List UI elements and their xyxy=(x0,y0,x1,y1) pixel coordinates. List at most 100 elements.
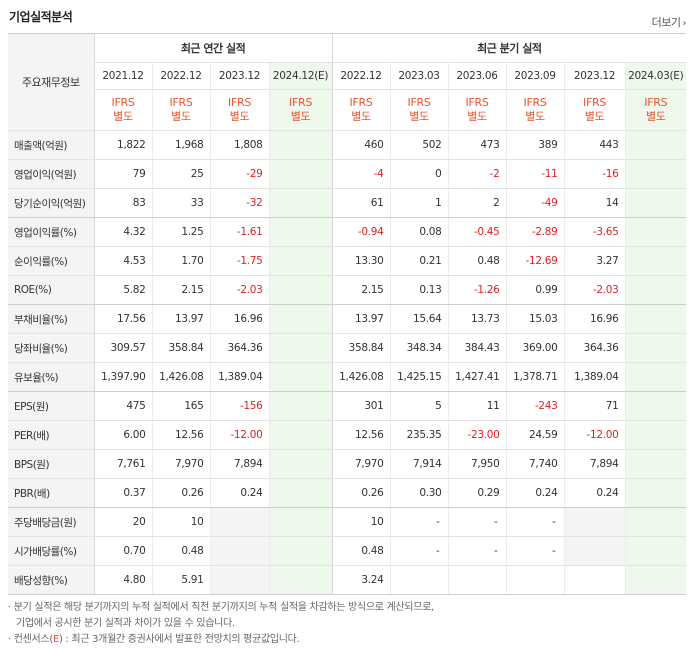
table-cell: 0.48 xyxy=(151,536,210,566)
row-label: 배당성향(%) xyxy=(8,565,94,595)
ifrs-line2: 별도 xyxy=(409,110,429,123)
footnotes: · 분기 실적은 해당 분기까지의 누적 실적에서 직전 분기까지의 누적 실적… xyxy=(8,600,688,648)
table-cell: 358.84 xyxy=(151,333,210,363)
period-header: 2024.12(E) xyxy=(268,62,333,90)
table-cell: 5 xyxy=(389,391,449,421)
table-row: 당기순이익(억원) 83 33 -32 61 1 2 -49 14 xyxy=(8,188,687,218)
table-cell: 13.97 xyxy=(151,304,210,334)
table-cell: 33 xyxy=(151,188,210,218)
ifrs-line1: IFRS xyxy=(465,96,489,109)
table-cell: 16.96 xyxy=(563,304,626,334)
table-cell xyxy=(624,507,687,537)
period-header: 2024.03(E) xyxy=(624,62,687,90)
table-cell: -29 xyxy=(209,159,269,189)
table-row: 당좌비율(%) 309.57 358.84 364.36 358.84 348.34 384… xyxy=(8,333,687,363)
table-cell: -4 xyxy=(331,159,391,189)
table-cell xyxy=(505,565,565,595)
table-cell: 2 xyxy=(447,188,507,218)
row-label: PER(배) xyxy=(8,420,94,450)
table-cell: 0.24 xyxy=(209,478,269,508)
table-cell: 1,968 xyxy=(151,130,210,160)
table-cell: 13.97 xyxy=(331,304,391,334)
table-cell: 4.53 xyxy=(93,246,152,276)
table-cell: -12.00 xyxy=(209,420,269,450)
table-cell: 10 xyxy=(331,507,391,537)
table-cell: 79 xyxy=(93,159,152,189)
ifrs-label: IFRS 별도 xyxy=(268,89,333,131)
table-row: 부채비율(%) 17.56 13.97 16.96 13.97 15.64 13.73 15.… xyxy=(8,304,687,334)
table-cell: 301 xyxy=(331,391,391,421)
table-cell xyxy=(624,275,687,305)
table-cell: 0.26 xyxy=(331,478,391,508)
table-cell: 0.37 xyxy=(93,478,152,508)
table-cell xyxy=(268,188,333,218)
row-label: 영업이익(억원) xyxy=(8,159,94,189)
ifrs-label: IFRS 별도 xyxy=(331,89,391,131)
table-cell: -1.75 xyxy=(209,246,269,276)
table-cell: 1,397.90 xyxy=(93,362,152,392)
ifrs-label: IFRS 별도 xyxy=(447,89,507,131)
more-label[interactable]: 더보기 xyxy=(651,16,681,29)
table-cell: -0.45 xyxy=(447,217,507,247)
table-cell: 0.21 xyxy=(389,246,449,276)
row-label: 시가배당률(%) xyxy=(8,536,94,566)
table-cell xyxy=(563,536,626,566)
footnote-1: · 분기 실적은 해당 분기까지의 누적 실적에서 직전 분기까지의 누적 실적… xyxy=(8,602,434,613)
period-header: 2022.12 xyxy=(331,62,391,90)
ifrs-label: IFRS 별도 xyxy=(505,89,565,131)
ifrs-line1: IFRS xyxy=(644,96,668,109)
table-cell: 83 xyxy=(93,188,152,218)
table-cell xyxy=(268,130,333,160)
table-row: ROE(%) 5.82 2.15 -2.03 2.15 0.13 -1.26 0.99 -2.0… xyxy=(8,275,687,305)
table-row: 배당성향(%) 4.80 5.91 3.24 xyxy=(8,565,687,595)
table-row: 시가배당률(%) 0.70 0.48 0.48- - - xyxy=(8,536,687,566)
table-cell xyxy=(624,449,687,479)
table-cell: 364.36 xyxy=(209,333,269,363)
ifrs-line1: IFRS xyxy=(349,96,373,109)
table-cell: 1,389.04 xyxy=(563,362,626,392)
table-cell: 71 xyxy=(563,391,626,421)
table-row: 영업이익률(%) 4.32 1.25 -1.61 -0.94 0.08 -0.45 -2.89… xyxy=(8,217,687,247)
table-cell: -11 xyxy=(505,159,565,189)
table-cell: 1,426.08 xyxy=(331,362,391,392)
table-cell xyxy=(268,420,333,450)
more-link[interactable]: 더보기 › xyxy=(651,14,687,30)
table-cell: 11 xyxy=(447,391,507,421)
table-cell: - xyxy=(447,507,507,537)
table-cell: 1 xyxy=(389,188,449,218)
table-cell: 61 xyxy=(331,188,391,218)
period-header: 2023.06 xyxy=(447,62,507,90)
table-cell: 460 xyxy=(331,130,391,160)
table-cell: 1,822 xyxy=(93,130,152,160)
table-cell: 475 xyxy=(93,391,152,421)
ifrs-line1: IFRS xyxy=(228,96,251,109)
table-cell: 2.15 xyxy=(151,275,210,305)
table-cell: 384.43 xyxy=(447,333,507,363)
ifrs-line2: 별도 xyxy=(113,110,133,123)
period-header: 2023.03 xyxy=(389,62,449,90)
table-cell: 12.56 xyxy=(151,420,210,450)
ifrs-label: IFRS 별도 xyxy=(209,89,269,131)
table-cell: 12.56 xyxy=(331,420,391,450)
table-cell: 7,970 xyxy=(331,449,391,479)
table-cell: 13.73 xyxy=(447,304,507,334)
footnote-2: · 컨센서스(E) : 최근 3개월간 증권사에서 발표한 전망치의 평균값입니… xyxy=(8,634,300,645)
row-label: ROE(%) xyxy=(8,275,94,305)
table-cell: -156 xyxy=(209,391,269,421)
table-cell xyxy=(268,246,333,276)
table-cell xyxy=(268,478,333,508)
table-cell xyxy=(624,304,687,334)
table-cell xyxy=(624,362,687,392)
table-cell: 389 xyxy=(505,130,565,160)
table-row: 순이익률(%) 4.53 1.70 -1.75 13.30 0.21 0.48 -12.69 3… xyxy=(8,246,687,276)
row-label: 주당배당금(원) xyxy=(8,507,94,537)
table-cell xyxy=(624,420,687,450)
chevron-right-icon[interactable]: › xyxy=(682,18,687,29)
table-cell xyxy=(268,362,333,392)
period-header: 2021.12 xyxy=(93,62,152,90)
ifrs-line1: IFRS xyxy=(111,96,135,109)
table-cell: -3.65 xyxy=(563,217,626,247)
table-cell: 4.32 xyxy=(93,217,152,247)
table-cell xyxy=(624,565,687,595)
table-cell xyxy=(563,565,626,595)
